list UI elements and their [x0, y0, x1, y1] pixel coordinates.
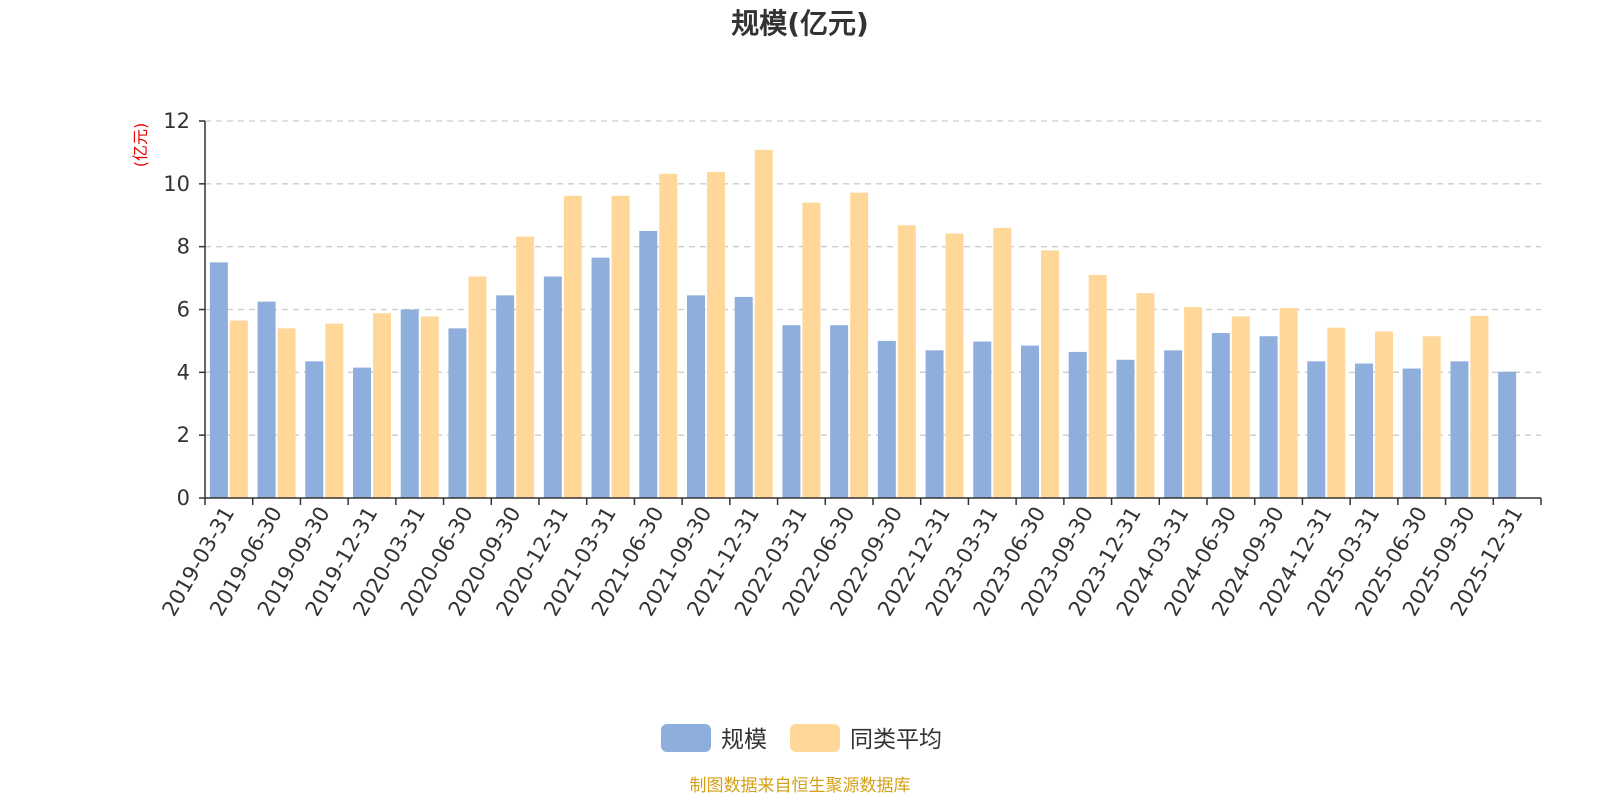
y-tick-label: 8: [177, 235, 190, 259]
legend-label: 规模: [721, 727, 767, 753]
y-tick-label: 4: [177, 360, 190, 384]
bar-scale: [734, 296, 753, 498]
bar-scale: [1259, 336, 1278, 498]
bar-scale: [1355, 363, 1373, 498]
bar-scale: [1116, 359, 1135, 498]
bar-peer-average: [1279, 307, 1298, 498]
bar-scale: [257, 301, 276, 498]
bar-peer-average: [850, 192, 869, 498]
bar-scale: [1498, 371, 1517, 498]
bar-peer-average: [611, 195, 630, 498]
legend-label: 同类平均: [850, 727, 942, 753]
bar-peer-average: [229, 320, 248, 498]
bar-peer-average: [945, 233, 964, 498]
bar-peer-average: [993, 227, 1012, 499]
legend-item-scale[interactable]: 规模: [661, 724, 767, 753]
bar-peer-average: [468, 276, 487, 498]
y-tick-label: 0: [177, 486, 190, 510]
bar-peer-average: [563, 195, 582, 498]
bar-peer-average: [1184, 306, 1203, 498]
bar-peer-average: [707, 171, 725, 498]
bar-scale: [1402, 368, 1421, 498]
bar-peer-average: [516, 236, 535, 498]
bar-peer-average: [1327, 327, 1346, 498]
bar-scale: [400, 309, 419, 498]
bar-scale: [1450, 361, 1469, 498]
bar-scale: [1068, 351, 1087, 498]
legend-item-peer-average[interactable]: 同类平均: [790, 724, 942, 753]
bar-peer-average: [897, 225, 916, 498]
bar-scale: [591, 257, 610, 498]
bar-peer-average: [277, 328, 296, 498]
bars: [209, 149, 1517, 499]
bar-scale: [496, 295, 515, 498]
bar-peer-average: [1041, 250, 1059, 498]
bar-peer-average: [1231, 316, 1250, 498]
y-tick-label: 10: [163, 172, 190, 196]
legend-swatch: [790, 724, 840, 752]
bar-scale: [305, 361, 324, 498]
bar-scale: [1211, 333, 1230, 498]
bar-peer-average: [325, 323, 344, 498]
bar-scale: [639, 230, 658, 499]
bar-peer-average: [420, 316, 439, 498]
y-tick-label: 6: [177, 298, 190, 322]
bar-peer-average: [802, 202, 821, 498]
bar-peer-average: [1088, 274, 1107, 498]
chart-title: 规模(亿元): [731, 7, 869, 40]
bar-scale: [687, 295, 705, 498]
legend[interactable]: 规模 同类平均: [661, 724, 942, 753]
bar-scale: [353, 367, 371, 498]
legend-swatch: [661, 724, 711, 752]
bar-peer-average: [1470, 315, 1489, 498]
source-note: 制图数据来自恒生聚源数据库: [690, 776, 911, 796]
bar-scale: [877, 340, 896, 498]
y-axis-unit-label: (亿元): [131, 123, 150, 168]
bar-scale: [782, 325, 801, 498]
bar-peer-average: [1375, 331, 1393, 498]
y-tick-label: 2: [177, 423, 190, 447]
bar-scale: [1307, 361, 1326, 498]
bar-scale: [830, 325, 849, 498]
bar-scale: [925, 350, 944, 498]
bar-scale: [973, 341, 992, 498]
bar-scale: [448, 328, 467, 498]
bar-peer-average: [1422, 336, 1441, 498]
bar-peer-average: [659, 173, 678, 498]
bar-peer-average: [373, 313, 391, 498]
bar-scale: [209, 262, 228, 498]
bar-peer-average: [1136, 293, 1155, 498]
bar-scale: [543, 276, 562, 498]
bar-scale: [1021, 345, 1039, 498]
bar-scale: [1164, 350, 1183, 498]
y-tick-label: 12: [163, 109, 190, 133]
bar-peer-average: [754, 149, 773, 499]
